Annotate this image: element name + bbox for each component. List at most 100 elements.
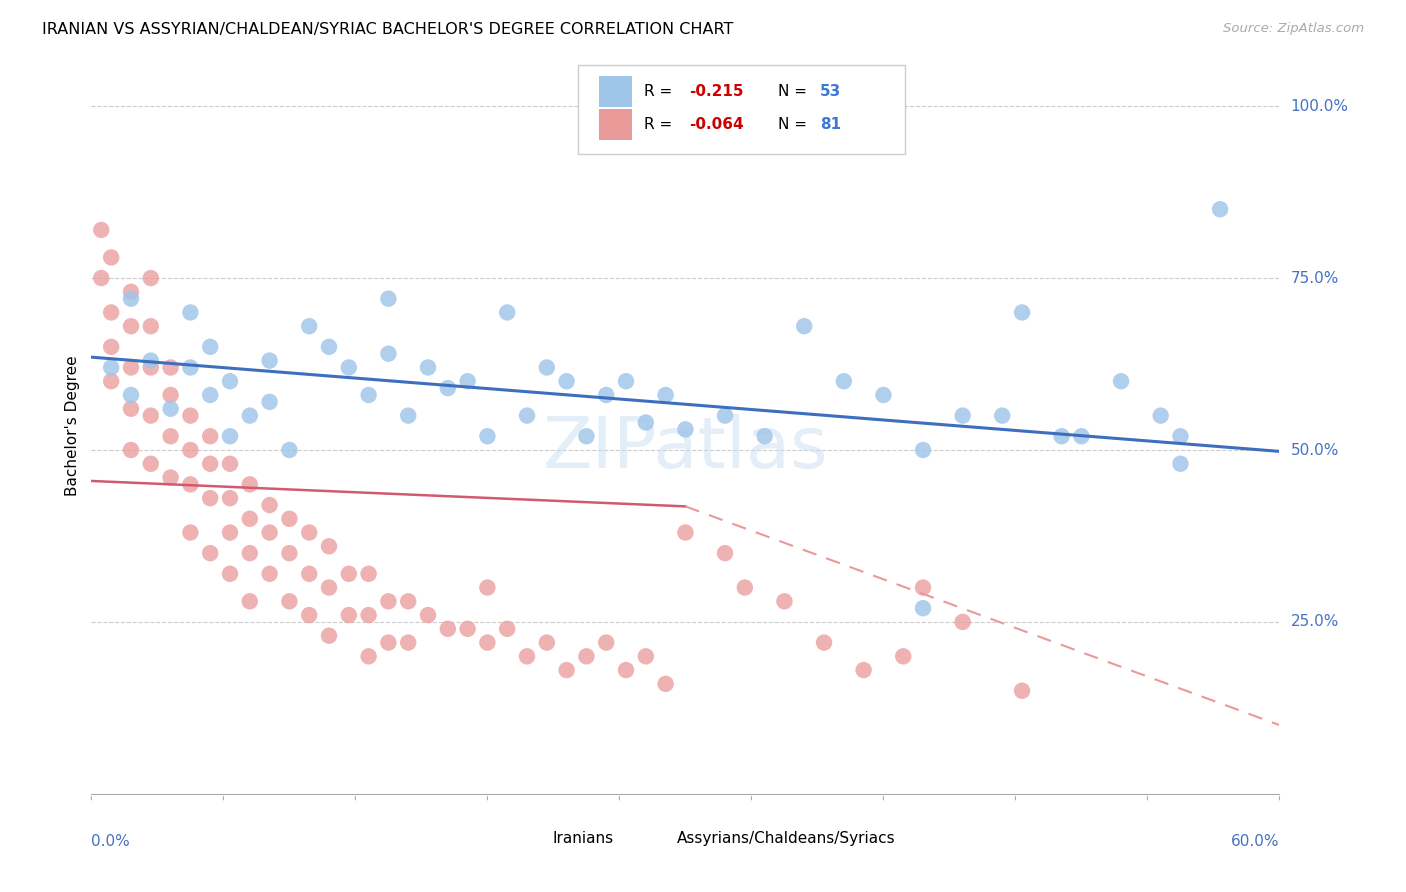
- Point: [179, 305, 201, 319]
- Point: [219, 525, 242, 540]
- Point: [100, 340, 122, 354]
- Point: [159, 429, 181, 443]
- Point: [436, 381, 458, 395]
- Point: [813, 635, 835, 649]
- Point: [714, 546, 737, 560]
- Point: [239, 409, 262, 423]
- Point: [239, 477, 262, 491]
- Point: [754, 429, 776, 443]
- Y-axis label: Bachelor's Degree: Bachelor's Degree: [65, 356, 80, 496]
- Point: [911, 601, 934, 615]
- Point: [595, 388, 617, 402]
- Point: [159, 388, 181, 402]
- Text: Assyrians/Chaldeans/Syriacs: Assyrians/Chaldeans/Syriacs: [678, 830, 896, 846]
- Point: [200, 546, 222, 560]
- Point: [911, 581, 934, 595]
- Point: [298, 525, 321, 540]
- Point: [714, 409, 737, 423]
- Point: [416, 608, 439, 623]
- Point: [952, 409, 974, 423]
- Point: [477, 581, 499, 595]
- Point: [318, 340, 340, 354]
- Point: [396, 635, 419, 649]
- Bar: [599, 110, 631, 140]
- Point: [1011, 683, 1033, 698]
- Point: [159, 470, 181, 484]
- Point: [100, 374, 122, 388]
- Point: [357, 649, 380, 664]
- Text: Source: ZipAtlas.com: Source: ZipAtlas.com: [1223, 22, 1364, 36]
- Point: [120, 285, 142, 299]
- Text: -0.215: -0.215: [689, 85, 744, 99]
- Point: [139, 360, 162, 375]
- Point: [1050, 429, 1073, 443]
- Point: [259, 353, 281, 368]
- Point: [1170, 429, 1192, 443]
- Point: [139, 353, 162, 368]
- Point: [991, 409, 1014, 423]
- Point: [337, 608, 360, 623]
- Point: [614, 374, 637, 388]
- Point: [673, 422, 696, 436]
- Point: [555, 663, 578, 677]
- Point: [634, 416, 657, 430]
- Point: [259, 395, 281, 409]
- Point: [259, 525, 281, 540]
- Point: [278, 594, 301, 608]
- Text: N =: N =: [778, 85, 813, 99]
- Point: [891, 649, 914, 664]
- Point: [396, 409, 419, 423]
- Point: [377, 594, 399, 608]
- Point: [120, 292, 142, 306]
- Point: [139, 319, 162, 334]
- Point: [278, 442, 301, 457]
- Point: [832, 374, 855, 388]
- Point: [673, 525, 696, 540]
- Text: N =: N =: [778, 118, 813, 132]
- Point: [318, 539, 340, 553]
- Text: ZIPatlas: ZIPatlas: [543, 414, 828, 483]
- Text: Iranians: Iranians: [553, 830, 613, 846]
- Point: [100, 305, 122, 319]
- Point: [337, 360, 360, 375]
- Point: [200, 457, 222, 471]
- FancyBboxPatch shape: [578, 65, 905, 153]
- Point: [90, 271, 112, 285]
- Point: [337, 566, 360, 581]
- Point: [298, 566, 321, 581]
- Point: [1070, 429, 1092, 443]
- Point: [179, 360, 201, 375]
- Point: [259, 566, 281, 581]
- Point: [318, 629, 340, 643]
- Bar: [599, 77, 631, 107]
- Point: [259, 498, 281, 512]
- Point: [120, 319, 142, 334]
- Text: 25.0%: 25.0%: [1291, 615, 1339, 630]
- Text: 53: 53: [820, 85, 841, 99]
- Point: [793, 319, 815, 334]
- Point: [911, 442, 934, 457]
- Bar: [644, 827, 671, 849]
- Text: 60.0%: 60.0%: [1232, 834, 1279, 849]
- Point: [1011, 305, 1033, 319]
- Text: R =: R =: [644, 118, 676, 132]
- Point: [120, 401, 142, 416]
- Point: [179, 442, 201, 457]
- Point: [239, 546, 262, 560]
- Text: 50.0%: 50.0%: [1291, 442, 1339, 458]
- Point: [852, 663, 875, 677]
- Text: 81: 81: [820, 118, 841, 132]
- Point: [200, 388, 222, 402]
- Point: [734, 581, 756, 595]
- Point: [357, 608, 380, 623]
- Text: 75.0%: 75.0%: [1291, 270, 1339, 285]
- Point: [357, 388, 380, 402]
- Point: [575, 429, 598, 443]
- Point: [239, 512, 262, 526]
- Point: [457, 622, 479, 636]
- Point: [436, 622, 458, 636]
- Text: IRANIAN VS ASSYRIAN/CHALDEAN/SYRIAC BACHELOR'S DEGREE CORRELATION CHART: IRANIAN VS ASSYRIAN/CHALDEAN/SYRIAC BACH…: [42, 22, 734, 37]
- Bar: [519, 827, 546, 849]
- Point: [654, 388, 676, 402]
- Point: [516, 409, 538, 423]
